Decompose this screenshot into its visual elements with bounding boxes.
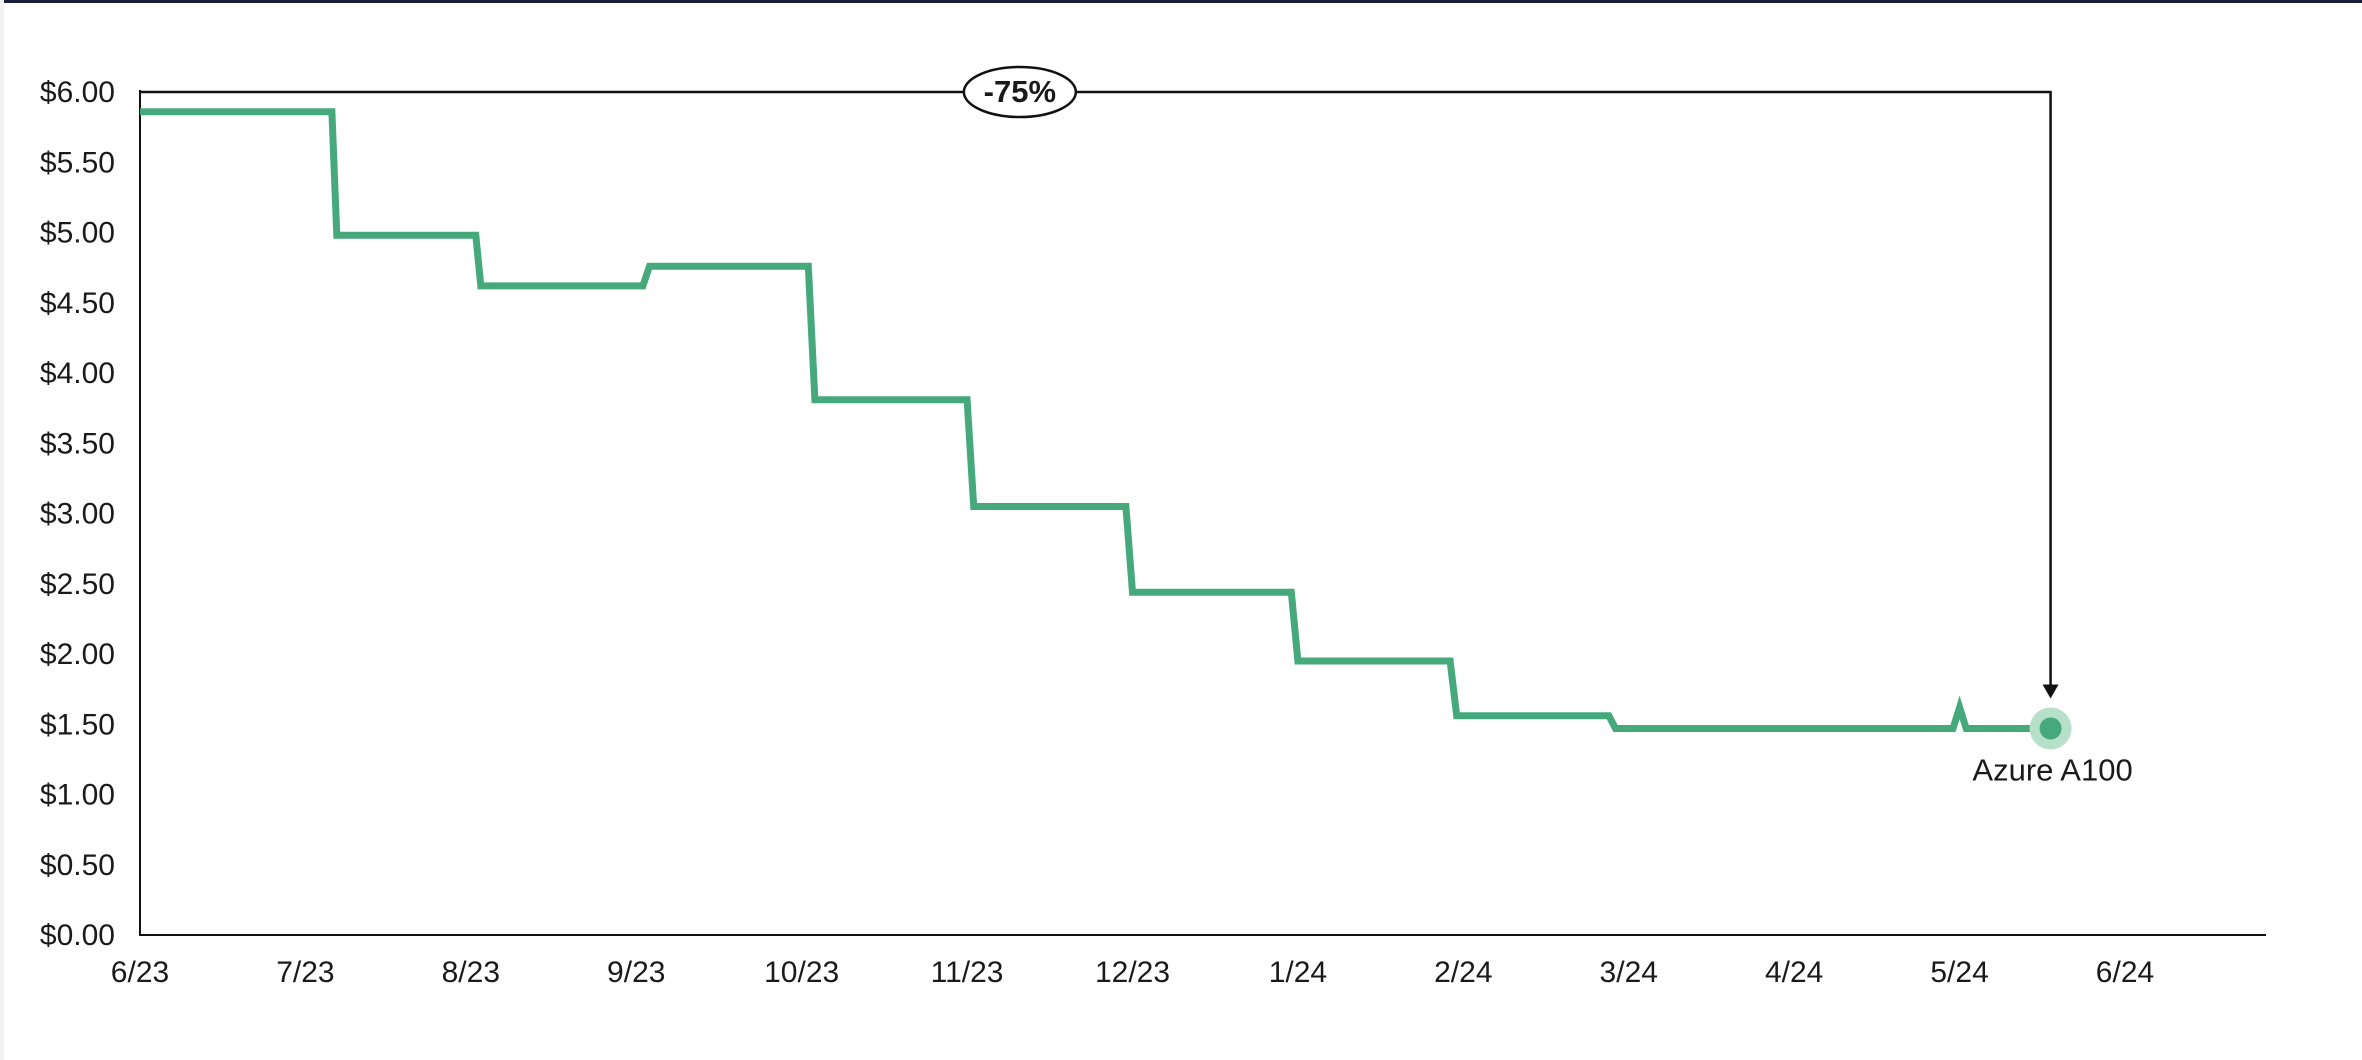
- top-divider: [0, 0, 2362, 3]
- x-tick-label: 8/23: [442, 956, 500, 989]
- y-tick-label: $3.50: [40, 427, 115, 460]
- y-tick-label: $4.50: [40, 287, 115, 320]
- series-line-azure-a100: [140, 108, 2051, 732]
- y-tick-label: $2.00: [40, 638, 115, 671]
- end-marker: [2039, 717, 2062, 740]
- x-tick-label: 1/24: [1269, 956, 1327, 989]
- x-tick-label: 6/23: [111, 956, 169, 989]
- y-tick-label: $5.00: [40, 217, 115, 250]
- y-tick-label: $5.50: [40, 146, 115, 179]
- y-tick-label: $1.50: [40, 708, 115, 741]
- y-tick-label: $0.00: [40, 919, 115, 952]
- y-tick-label: $4.00: [40, 357, 115, 390]
- x-tick-label: 12/23: [1095, 956, 1170, 989]
- x-tick-label: 11/23: [931, 956, 1004, 989]
- change-badge-ellipse: [962, 65, 1078, 119]
- x-tick-label: 4/24: [1765, 956, 1823, 989]
- x-tick-label: 2/24: [1434, 956, 1492, 989]
- y-axis-ticks: $0.00 $0.50 $1.00 $1.50 $2.00 $2.50 $3.00 $3.50…: [40, 76, 115, 952]
- series-end-label: Azure A100: [1972, 752, 2132, 787]
- y-tick-label: $2.50: [40, 568, 115, 601]
- y-tick-label: $6.00: [40, 76, 115, 109]
- x-tick-label: 6/24: [2096, 956, 2154, 989]
- bracket-line: [140, 90, 2052, 687]
- x-tick-label: 5/24: [1930, 956, 1988, 989]
- left-border: [0, 0, 4, 1060]
- change-badge-label: -75%: [984, 74, 1056, 109]
- x-tick-label: 10/23: [764, 956, 839, 989]
- x-tick-label: 3/24: [1600, 956, 1658, 989]
- x-tick-label: 7/23: [276, 956, 334, 989]
- arrow-head-icon: [2042, 684, 2059, 699]
- change-badge: -75%: [962, 65, 1078, 119]
- x-tick-label: 9/23: [607, 956, 665, 989]
- y-tick-label: $1.00: [40, 779, 115, 812]
- y-tick-label: $0.50: [40, 849, 115, 882]
- x-axis-ticks: 6/23 7/23 8/23 9/23 10/23 11/23 12/23 1/24 2/24 3…: [111, 956, 2154, 989]
- change-bracket: [140, 90, 2059, 699]
- y-tick-label: $3.00: [40, 498, 115, 531]
